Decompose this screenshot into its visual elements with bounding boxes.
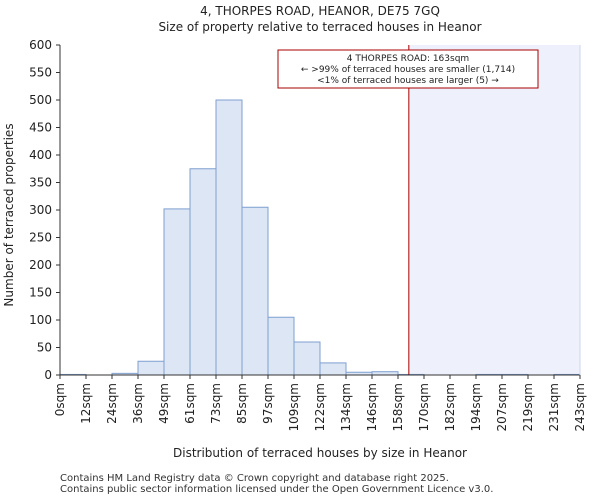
bar-49sqm [163,208,191,376]
x-tick-label: 122sqm [313,383,327,431]
x-tick-label: 109sqm [287,383,301,431]
chart-subtitle: Size of property relative to terraced ho… [158,20,481,34]
y-axis: 0 50 100 150 200 250 300 350 400 450 500 550 600 [29,38,61,382]
histogram-bars [59,99,581,376]
y-tick-label: 150 [29,286,52,300]
larger-properties-highlight [408,45,580,375]
x-tick-label: 219sqm [521,383,535,431]
x-tick-label: 97sqm [261,383,275,424]
bar-122sqm [319,362,347,376]
bar-36sqm [137,360,165,376]
bar-61sqm [189,168,217,376]
y-axis-label: Number of terraced properties [2,123,16,306]
x-tick-label: 85sqm [235,383,249,424]
annotation-line-title: 4 THORPES ROAD: 163sqm [347,54,469,64]
y-tick-label: 100 [29,313,52,327]
y-tick-label: 400 [29,148,52,162]
x-tick-label: 231sqm [547,383,561,431]
y-tick-label: 600 [29,38,52,52]
x-tick-label: 0sqm [53,383,67,416]
footer-copyright: Contains HM Land Registry data © Crown c… [60,473,449,484]
x-tick-label: 24sqm [105,383,119,424]
x-tick-label: 194sqm [469,383,483,431]
annotation-box [277,49,539,89]
x-tick-label: 73sqm [209,383,223,424]
bar-73sqm [215,99,243,376]
y-tick-label: 450 [29,121,52,135]
y-tick-label: 550 [29,66,52,80]
y-tick-label: 200 [29,258,52,272]
x-tick-label: 146sqm [365,383,379,431]
y-tick-label: 50 [37,341,52,355]
x-tick-label: 49sqm [157,383,171,424]
footer-licence: Contains public sector information licen… [60,484,494,495]
y-tick-label: 250 [29,231,52,245]
x-tick-label: 182sqm [443,383,457,431]
x-tick-label: 170sqm [417,383,431,431]
y-tick-label: 350 [29,176,52,190]
bar-85sqm [241,206,269,376]
x-tick-label: 12sqm [79,383,93,424]
x-tick-label: 158sqm [391,383,405,431]
y-tick-label: 0 [44,368,52,382]
bar-109sqm [293,341,321,376]
y-tick-label: 300 [29,203,52,217]
x-tick-label: 36sqm [131,383,145,424]
property-annotation: 4 THORPES ROAD: 163sqm ← >99% of terrace… [277,49,539,89]
x-tick-label: 134sqm [339,383,353,431]
x-axis: 0sqm 12sqm 24sqm 36sqm 49sqm 61sqm 73sqm 85sqm 9… [53,45,587,431]
y-tick-label: 500 [29,93,52,107]
x-tick-label: 243sqm [573,383,587,431]
x-tick-label: 61sqm [183,383,197,424]
annotation-line-larger: <1% of terraced houses are larger (5) → [317,76,499,86]
annotation-line-smaller: ← >99% of terraced houses are smaller (1… [301,65,515,75]
chart-title: 4, THORPES ROAD, HEANOR, DE75 7GQ [200,4,440,18]
x-tick-label: 207sqm [495,383,509,431]
x-axis-label: Distribution of terraced houses by size … [173,446,467,460]
bar-97sqm [267,316,295,376]
